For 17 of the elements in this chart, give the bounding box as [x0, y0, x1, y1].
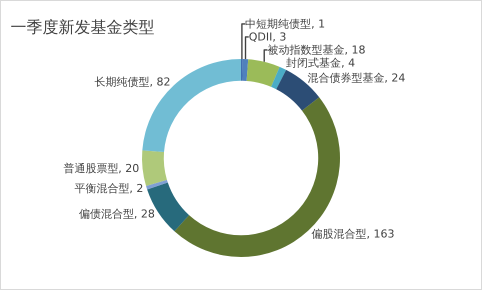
slice-label: 普通股票型, 20 [63, 162, 140, 175]
slice-label: 中短期纯债型, 1 [245, 17, 326, 30]
slice-label: 平衡混合型, 2 [74, 182, 144, 195]
slice-label: QDII, 3 [248, 30, 286, 44]
donut-slice [142, 150, 167, 186]
slice-label: 长期纯债型, 82 [94, 75, 171, 88]
slice-label: 偏债混合型, 28 [78, 208, 155, 221]
donut-slice [271, 66, 286, 90]
chart-title: 一季度新发基金类型 [10, 17, 155, 36]
donut-slice [246, 59, 280, 87]
slice-label: 被动指数型基金, 18 [267, 43, 366, 56]
donut-slice [276, 70, 320, 111]
slice-label: 混合债券型基金, 24 [307, 71, 406, 84]
donut-slice [146, 180, 168, 190]
slice-label: 偏股混合型, 163 [311, 228, 394, 241]
donut-slice [242, 59, 248, 81]
slice-label: 封闭式基金, 4 [286, 56, 356, 70]
